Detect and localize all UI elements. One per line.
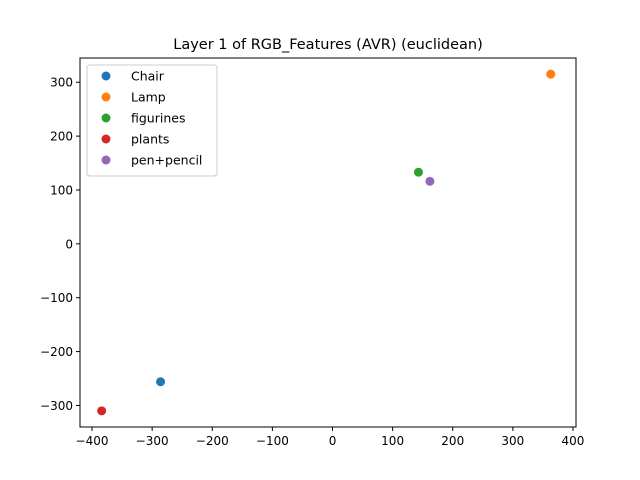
- legend-label: Lamp: [131, 90, 166, 105]
- legend-label: Chair: [131, 69, 165, 84]
- y-tick-label: −300: [40, 399, 73, 413]
- legend-box: [86, 64, 218, 177]
- legend-label: pen+pencil: [131, 153, 202, 168]
- x-tick-label: −400: [76, 434, 109, 448]
- x-tick-label: −200: [196, 434, 229, 448]
- x-tick-label: 100: [381, 434, 404, 448]
- legend-marker: [101, 113, 111, 123]
- plot-area: −400 −300 −200 −100 0 100 200 300 400 −300 −200 −1…: [40, 57, 585, 448]
- y-tick-label: −200: [40, 345, 73, 359]
- legend-label: figurines: [131, 111, 185, 126]
- x-tick-label: 200: [441, 434, 464, 448]
- x-tick-label: 400: [562, 434, 585, 448]
- legend-label: plants: [131, 132, 169, 147]
- data-point-chair: [156, 377, 166, 387]
- y-tick-label: 200: [50, 130, 73, 144]
- data-point-plants: [97, 406, 107, 416]
- y-tick-label: 0: [65, 237, 73, 251]
- legend-marker: [101, 134, 111, 144]
- y-tick-label: −100: [40, 291, 73, 305]
- legend-marker: [101, 92, 111, 102]
- y-axis: −300 −200 −100 0 100 200 300: [40, 76, 80, 413]
- y-tick-label: 300: [50, 76, 73, 90]
- x-tick-label: 0: [329, 434, 337, 448]
- legend: Chair Lamp figurines plants pen+pencil: [86, 64, 218, 177]
- data-point-figurines: [413, 167, 423, 177]
- data-point-pen-pencil: [425, 176, 435, 186]
- data-point-lamp: [546, 69, 556, 79]
- x-tick-label: −100: [256, 434, 289, 448]
- axes-frame: [79, 57, 577, 428]
- legend-marker: [101, 155, 111, 165]
- y-tick-label: 100: [50, 183, 73, 197]
- x-axis: −400 −300 −200 −100 0 100 200 300 400: [76, 427, 585, 448]
- x-tick-label: −300: [136, 434, 169, 448]
- legend-marker: [101, 71, 111, 81]
- x-tick-label: 300: [501, 434, 524, 448]
- data-points: [97, 69, 556, 416]
- chart-title: Layer 1 of RGB_Features (AVR) (euclidean…: [173, 37, 482, 53]
